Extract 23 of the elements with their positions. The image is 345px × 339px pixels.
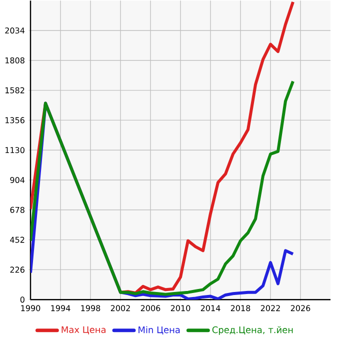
x-tick-label: 2022 [260,305,280,312]
y-tick-label: 1808 [5,58,24,64]
y-tick-label: 1130 [5,147,24,154]
y-tick-label: 678 [10,207,24,214]
x-tick-label: 2026 [290,305,310,312]
y-tick-label: 226 [10,266,24,273]
legend-label: Min Цена [138,326,180,335]
x-tick-label: 2010 [170,305,190,312]
legend-label: Max Цена [62,326,106,335]
y-tick-label: 904 [10,177,25,184]
x-tick-label: 2002 [110,305,130,312]
x-tick-label: 1998 [81,305,100,312]
y-tick-label: 0 [20,296,24,303]
legend-label: Сред.Цена, т.йен [212,326,293,336]
y-tick-label: 1582 [5,87,24,94]
x-tick-label: 2014 [200,305,220,312]
y-tick-label: 2034 [5,28,25,34]
x-tick-label: 2018 [230,305,250,312]
x-tick-label: 1990 [21,305,40,312]
x-tick-label: 2006 [140,305,160,312]
y-tick-label: 1356 [5,117,24,124]
x-tick-label: 1994 [51,305,70,312]
y-tick-label: 452 [10,236,24,244]
